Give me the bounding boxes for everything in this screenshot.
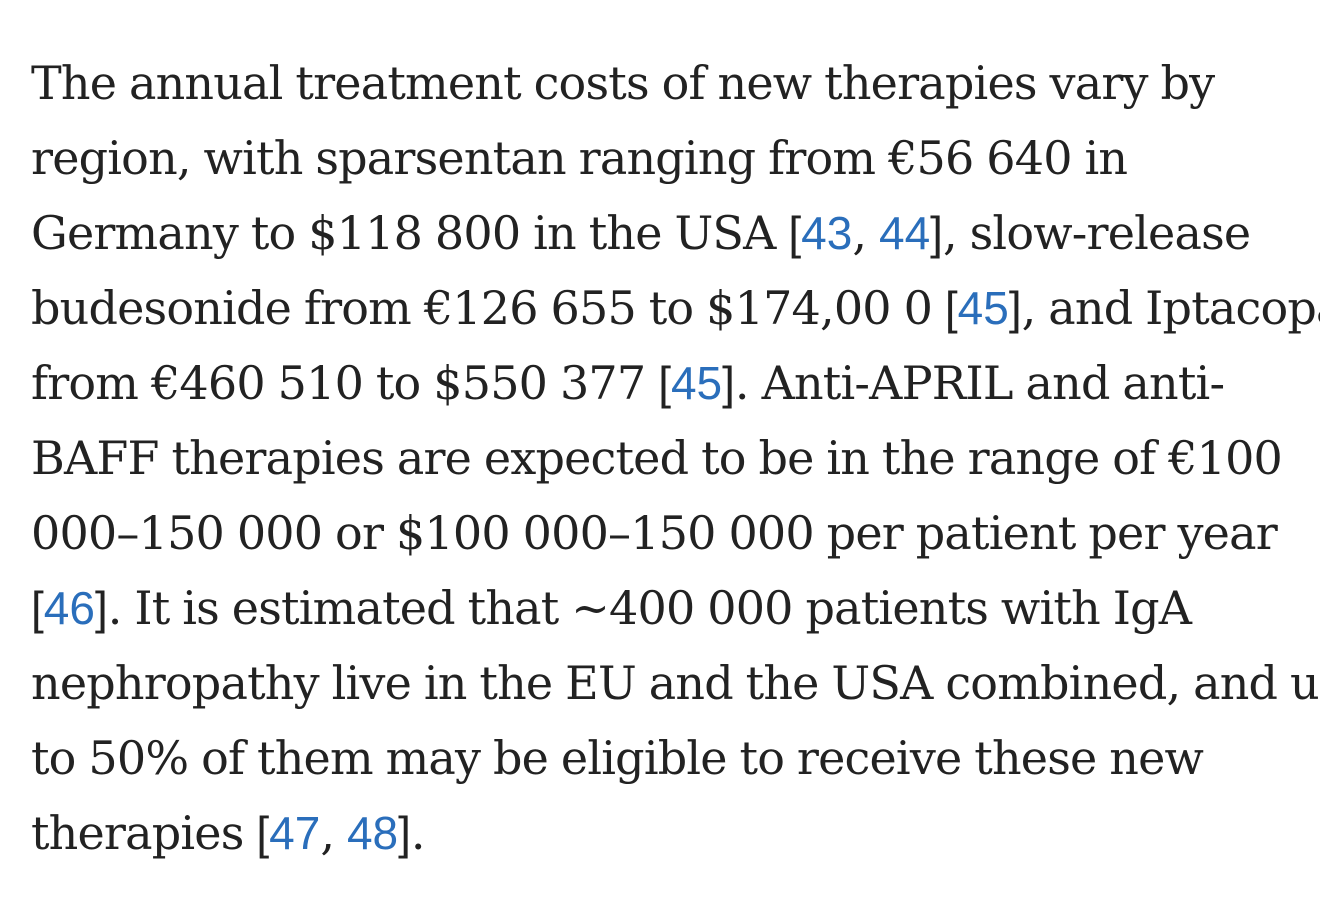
paragraph-line: The annual treatment costs of new therap…	[31, 46, 1301, 121]
text-run: nephropathy live in the EU and the USA c…	[31, 656, 1320, 710]
open-bracket: [	[788, 207, 802, 259]
text-run: .	[410, 806, 426, 860]
citation-link-43[interactable]: 43	[801, 207, 853, 259]
close-bracket: ]	[94, 582, 108, 634]
paragraph-line: [46]. It is estimated that ~400 000 pati…	[31, 571, 1301, 646]
open-bracket: [	[256, 807, 270, 859]
citation-link-46[interactable]: 46	[43, 582, 95, 634]
text-run: from €460 510 to $550 377	[31, 356, 659, 410]
paragraph-line: nephropathy live in the EU and the USA c…	[31, 646, 1320, 721]
paragraph-line: therapies [47, 48].	[31, 796, 1301, 871]
text-run: Germany to $118 800 in the USA	[31, 206, 789, 260]
text-run: . It is estimated that ~400 000 patients…	[107, 581, 1192, 635]
citation-link-45[interactable]: 45	[957, 282, 1009, 334]
open-bracket: [	[658, 357, 671, 409]
open-bracket: [	[31, 582, 44, 634]
text-run: The annual treatment costs of new therap…	[31, 56, 1215, 110]
text-run: , and Iptacopan	[1021, 281, 1320, 335]
paragraph-line: budesonide from €126 655 to $174,00 0 [4…	[31, 271, 1320, 346]
text-run: therapies	[31, 806, 257, 860]
comma-separator: ,	[320, 806, 347, 860]
text-run: BAFF therapies are expected to be in the…	[31, 431, 1283, 485]
citation-link-47[interactable]: 47	[269, 807, 321, 859]
citation-link-48[interactable]: 48	[346, 807, 399, 859]
article-paragraph: The annual treatment costs of new therap…	[31, 46, 1320, 871]
paragraph-line: BAFF therapies are expected to be in the…	[31, 421, 1301, 496]
paragraph-line: region, with sparsentan ranging from €56…	[31, 121, 1301, 196]
citation-link-45[interactable]: 45	[670, 357, 723, 409]
paragraph-line: from €460 510 to $550 377 [45]. Anti-APR…	[31, 346, 1301, 421]
text-run: to 50% of them may be eligible to receiv…	[31, 731, 1204, 785]
close-bracket: ]	[722, 357, 735, 409]
paragraph-line: to 50% of them may be eligible to receiv…	[31, 721, 1301, 796]
text-run: 000–150 000 or $100 000–150 000 per pati…	[31, 506, 1278, 560]
open-bracket: [	[944, 282, 958, 334]
comma-separator: ,	[852, 206, 879, 260]
text-run: budesonide from €126 655 to $174,00 0	[31, 281, 945, 335]
paragraph-line: 000–150 000 or $100 000–150 000 per pati…	[31, 496, 1301, 571]
close-bracket: ]	[1008, 282, 1022, 334]
close-bracket: ]	[398, 807, 411, 859]
text-run: , slow-release	[942, 206, 1251, 260]
close-bracket: ]	[930, 207, 943, 259]
citation-link-44[interactable]: 44	[879, 207, 931, 259]
text-run: region, with sparsentan ranging from €56…	[31, 131, 1128, 185]
paragraph-line: Germany to $118 800 in the USA [43, 44],…	[31, 196, 1301, 271]
text-run: . Anti-APRIL and anti-	[734, 356, 1225, 410]
